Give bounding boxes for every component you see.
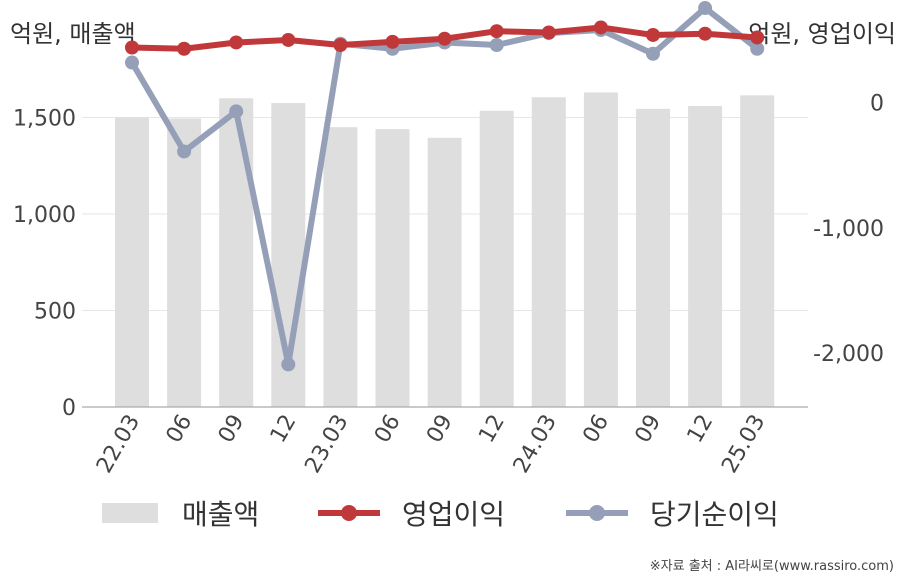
point-영업이익	[177, 41, 192, 56]
x-tick-label: 24.03	[509, 411, 562, 478]
bar-매출액	[479, 110, 514, 407]
point-영업이익	[593, 20, 608, 35]
left-tick-label: 1,000	[13, 203, 76, 228]
point-당기순이익	[750, 41, 765, 56]
point-영업이익	[698, 26, 713, 41]
x-tick-label: 09	[422, 411, 458, 448]
left-axis-unit: 억원, 매출액	[10, 20, 136, 48]
bar-매출액	[531, 97, 566, 407]
point-영업이익	[333, 37, 348, 52]
point-영업이익	[541, 25, 556, 40]
point-당기순이익	[229, 104, 244, 119]
point-당기순이익	[646, 46, 660, 61]
legend-label-영업이익: 영업이익	[402, 498, 505, 531]
source-note: ※자료 출처 : AI라씨로(www.rassiro.com)	[649, 559, 894, 574]
point-영업이익	[125, 40, 139, 55]
x-tick-label: 12	[474, 411, 510, 448]
bar-매출액	[636, 108, 670, 408]
x-tick-label: 09	[214, 411, 250, 448]
bar-매출액	[740, 95, 775, 408]
x-tick-label: 06	[578, 411, 614, 448]
x-tick-label: 06	[370, 411, 406, 448]
legend-swatch-매출액	[102, 503, 158, 523]
legend-label-매출액: 매출액	[182, 498, 259, 531]
x-tick-label: 09	[631, 411, 667, 448]
point-영업이익	[385, 34, 400, 49]
point-당기순이익	[281, 357, 296, 372]
bar-매출액	[219, 98, 254, 408]
point-영업이익	[489, 24, 504, 39]
left-tick-label: 1,500	[13, 107, 76, 132]
point-당기순이익	[125, 55, 139, 70]
bar-매출액	[323, 127, 358, 408]
x-tick-label: 23.03	[300, 411, 353, 478]
right-axis-unit: 억원, 영업이익	[748, 20, 896, 48]
left-tick-label: 500	[34, 300, 76, 325]
point-당기순이익	[177, 144, 192, 159]
right-tick-label: -2,000	[813, 342, 884, 367]
bar-매출액	[375, 129, 410, 408]
x-tick-label: 25.03	[717, 411, 770, 478]
point-당기순이익	[489, 37, 504, 52]
x-tick-label: 06	[162, 411, 198, 448]
bar-매출액	[427, 137, 462, 407]
point-영업이익	[646, 27, 660, 42]
x-tick-label: 22.03	[92, 411, 145, 478]
x-tick-label: 12	[683, 411, 719, 448]
right-tick-label: -1,000	[813, 217, 884, 242]
legend-marker-당기순이익	[589, 505, 605, 521]
bar-매출액	[167, 118, 202, 407]
bar-매출액	[583, 92, 618, 408]
right-tick-label: 0	[870, 92, 884, 117]
point-영업이익	[229, 35, 244, 50]
x-tick-label: 12	[266, 411, 302, 448]
legend-label-당기순이익: 당기순이익	[650, 498, 779, 531]
bar-매출액	[115, 117, 149, 408]
legend-marker-영업이익	[341, 505, 357, 521]
point-영업이익	[437, 31, 452, 46]
point-영업이익	[281, 32, 296, 47]
point-당기순이익	[698, 1, 713, 16]
bar-매출액	[688, 105, 723, 408]
point-영업이익	[750, 30, 765, 45]
left-tick-label: 0	[62, 396, 76, 421]
